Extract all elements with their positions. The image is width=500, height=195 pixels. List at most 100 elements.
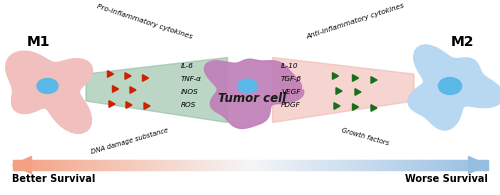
Bar xyxy=(33,160,35,170)
Bar xyxy=(180,160,182,170)
Bar xyxy=(168,160,170,170)
Bar xyxy=(116,160,117,170)
Bar xyxy=(286,160,288,170)
Bar xyxy=(348,160,350,170)
Bar xyxy=(481,160,483,170)
Bar xyxy=(68,160,70,170)
Polygon shape xyxy=(109,101,115,107)
Ellipse shape xyxy=(438,77,462,95)
Bar xyxy=(282,160,284,170)
Bar xyxy=(258,160,260,170)
Bar xyxy=(86,160,87,170)
Bar xyxy=(57,160,58,170)
Bar xyxy=(420,160,422,170)
Bar xyxy=(304,160,306,170)
Bar xyxy=(78,160,79,170)
Bar xyxy=(74,160,76,170)
Text: ROS: ROS xyxy=(181,102,196,108)
Polygon shape xyxy=(371,105,377,111)
Bar xyxy=(130,160,132,170)
Bar xyxy=(353,160,355,170)
Bar xyxy=(296,160,298,170)
Bar xyxy=(326,160,328,170)
Bar xyxy=(302,160,304,170)
Bar xyxy=(84,160,86,170)
Bar xyxy=(321,160,323,170)
Bar xyxy=(310,160,312,170)
Text: Anti-inflammatory cytokines: Anti-inflammatory cytokines xyxy=(305,2,405,40)
Bar xyxy=(352,160,353,170)
Bar xyxy=(71,160,73,170)
Polygon shape xyxy=(204,59,304,129)
Ellipse shape xyxy=(238,79,258,93)
Bar xyxy=(169,160,171,170)
Bar xyxy=(185,160,187,170)
Bar xyxy=(404,160,406,170)
Bar xyxy=(370,160,372,170)
Polygon shape xyxy=(408,45,500,130)
Bar xyxy=(268,160,269,170)
Bar xyxy=(383,160,385,170)
Bar xyxy=(126,160,128,170)
Bar xyxy=(70,160,71,170)
Bar xyxy=(369,160,370,170)
Bar xyxy=(46,160,48,170)
Bar xyxy=(269,160,271,170)
Bar xyxy=(204,160,206,170)
Bar xyxy=(466,160,467,170)
Bar xyxy=(323,160,324,170)
Bar xyxy=(451,160,453,170)
Text: Tumor cell: Tumor cell xyxy=(218,92,286,105)
Bar xyxy=(220,160,222,170)
Bar xyxy=(98,160,100,170)
Bar xyxy=(294,160,296,170)
Bar xyxy=(476,160,478,170)
Bar xyxy=(122,160,124,170)
Bar xyxy=(12,160,14,170)
Bar xyxy=(230,160,231,170)
Bar xyxy=(331,160,332,170)
Bar xyxy=(462,160,464,170)
Bar xyxy=(210,160,212,170)
Bar xyxy=(413,160,415,170)
Bar xyxy=(430,160,432,170)
Bar xyxy=(245,160,247,170)
Bar xyxy=(50,160,52,170)
Bar xyxy=(106,160,108,170)
Bar xyxy=(190,160,192,170)
Bar xyxy=(448,160,450,170)
Bar xyxy=(400,160,402,170)
Bar xyxy=(460,160,462,170)
Bar xyxy=(338,160,340,170)
Bar xyxy=(337,160,339,170)
Bar xyxy=(48,160,49,170)
Bar xyxy=(248,160,250,170)
Bar xyxy=(399,160,400,170)
Bar xyxy=(193,160,195,170)
Bar xyxy=(139,160,141,170)
Bar xyxy=(34,160,36,170)
Text: Worse Survival: Worse Survival xyxy=(404,174,487,184)
Bar xyxy=(141,160,142,170)
Bar xyxy=(154,160,155,170)
Bar xyxy=(138,160,140,170)
Bar xyxy=(109,160,111,170)
Polygon shape xyxy=(336,88,342,94)
Bar xyxy=(146,160,148,170)
Text: DNA damage substance: DNA damage substance xyxy=(90,127,170,155)
Bar xyxy=(336,160,338,170)
Bar xyxy=(285,160,286,170)
Polygon shape xyxy=(130,87,136,93)
Bar xyxy=(25,160,27,170)
Bar xyxy=(328,160,330,170)
Bar xyxy=(459,160,461,170)
Bar xyxy=(24,160,26,170)
Bar xyxy=(264,160,266,170)
Bar xyxy=(179,160,180,170)
Polygon shape xyxy=(125,73,131,79)
Bar xyxy=(364,160,366,170)
Bar xyxy=(60,160,62,170)
Bar xyxy=(79,160,81,170)
Bar xyxy=(224,160,226,170)
Bar xyxy=(36,160,38,170)
